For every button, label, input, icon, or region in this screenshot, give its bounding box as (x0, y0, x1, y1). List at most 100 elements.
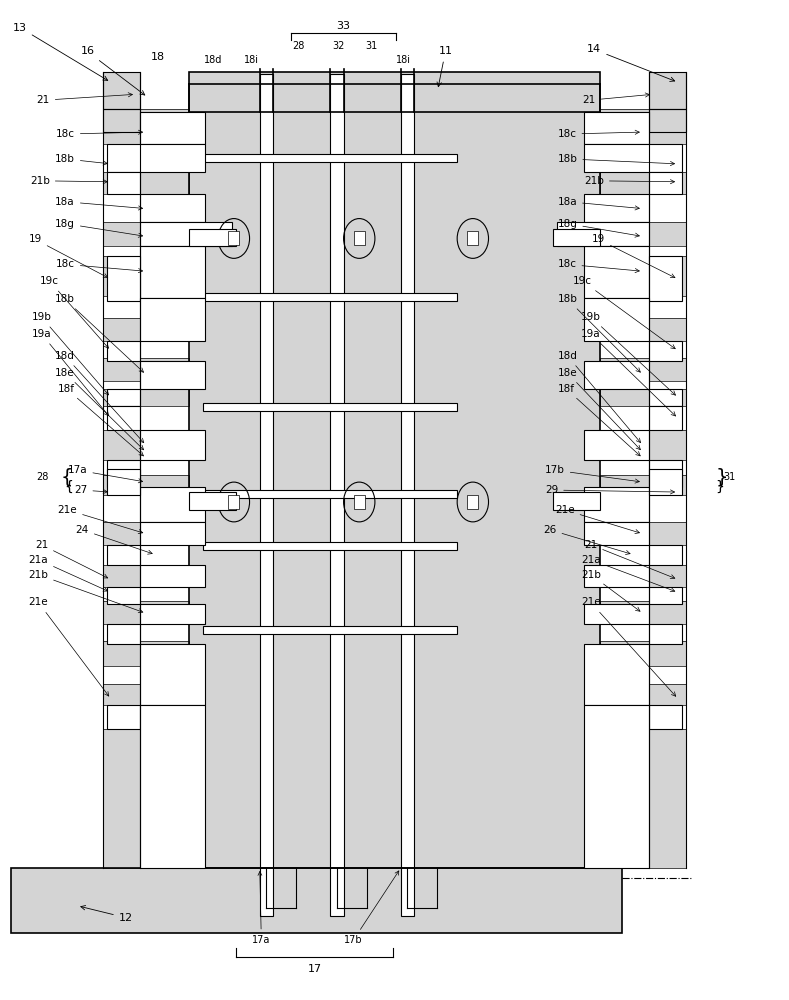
Bar (103, 109, 140, 132)
Text: 21e: 21e (555, 505, 639, 534)
Text: 19c: 19c (573, 276, 675, 349)
Bar (600, 256, 686, 296)
Bar (107, 587, 140, 604)
Bar (553, 492, 600, 510)
Text: 18d: 18d (558, 351, 641, 443)
Bar (107, 389, 140, 406)
Bar (649, 172, 682, 194)
Bar (103, 222, 189, 246)
Bar (584, 144, 682, 172)
Bar (401, 74, 414, 916)
Text: 18c: 18c (558, 259, 639, 273)
Bar (600, 172, 686, 194)
Bar (103, 522, 189, 545)
Text: 21e: 21e (58, 505, 143, 534)
Bar (203, 490, 457, 498)
Bar (10, 868, 622, 933)
Text: 13: 13 (13, 23, 108, 80)
Bar (107, 256, 140, 301)
Text: 19: 19 (592, 234, 675, 278)
Text: 18i: 18i (245, 55, 260, 65)
Bar (103, 565, 189, 587)
Text: 24: 24 (76, 525, 152, 554)
Bar (107, 705, 140, 729)
Bar (600, 222, 686, 246)
Text: 27: 27 (74, 485, 107, 495)
Bar (103, 729, 189, 868)
Bar (649, 406, 682, 430)
Bar (584, 112, 649, 144)
Bar (103, 601, 189, 624)
Bar (649, 545, 682, 565)
Text: 18e: 18e (558, 368, 641, 450)
Bar (584, 522, 649, 545)
Bar (140, 644, 205, 705)
Bar (600, 256, 686, 296)
Bar (203, 154, 457, 162)
Bar (107, 460, 140, 487)
Bar (260, 74, 273, 916)
Bar (600, 430, 686, 460)
Text: 21: 21 (35, 540, 108, 578)
Bar (189, 84, 600, 868)
Bar (600, 109, 686, 144)
Bar (107, 406, 140, 430)
Bar (103, 522, 189, 545)
Bar (189, 72, 600, 112)
Bar (600, 522, 686, 545)
Bar (189, 84, 600, 868)
Bar (140, 194, 205, 222)
Bar (103, 358, 189, 381)
Text: 21b: 21b (28, 570, 143, 613)
Bar (140, 298, 205, 341)
Bar (140, 522, 205, 545)
Bar (600, 601, 686, 624)
Bar (189, 492, 236, 510)
Bar (600, 475, 686, 495)
Bar (203, 403, 457, 410)
Text: 19b: 19b (581, 312, 675, 395)
Bar (584, 246, 649, 298)
Bar (584, 565, 649, 587)
Text: 16: 16 (80, 46, 144, 95)
Bar (203, 542, 457, 550)
Bar (103, 256, 189, 296)
Bar (557, 222, 649, 246)
Bar (107, 624, 140, 644)
Text: 12: 12 (80, 906, 133, 923)
Text: {: { (65, 480, 73, 494)
Bar (103, 72, 140, 109)
Bar (584, 430, 649, 460)
Text: 18c: 18c (558, 129, 639, 139)
Bar (600, 109, 686, 144)
Text: 32: 32 (332, 41, 344, 51)
Bar (353, 232, 365, 245)
Bar (203, 626, 457, 634)
Text: 18c: 18c (56, 259, 143, 273)
Bar (107, 545, 140, 565)
Text: 18g: 18g (55, 219, 143, 237)
Bar (584, 194, 649, 222)
Text: 18a: 18a (55, 197, 143, 210)
Bar (140, 222, 232, 246)
Text: 29: 29 (545, 485, 675, 495)
Text: 11: 11 (437, 46, 452, 87)
Text: 21a: 21a (581, 555, 675, 592)
Bar (600, 729, 686, 868)
Text: 18b: 18b (558, 154, 675, 166)
Text: 31: 31 (365, 41, 377, 51)
Bar (140, 487, 205, 522)
Bar (103, 109, 140, 132)
Text: {: { (61, 468, 73, 487)
Bar (649, 109, 686, 132)
Bar (584, 644, 649, 705)
Bar (103, 641, 189, 666)
Text: 18a: 18a (558, 197, 639, 210)
Bar (103, 641, 189, 666)
Bar (103, 256, 189, 296)
Bar (600, 565, 686, 587)
Bar (228, 495, 239, 509)
Bar (103, 72, 140, 109)
Bar (600, 601, 686, 624)
Bar (600, 172, 686, 194)
